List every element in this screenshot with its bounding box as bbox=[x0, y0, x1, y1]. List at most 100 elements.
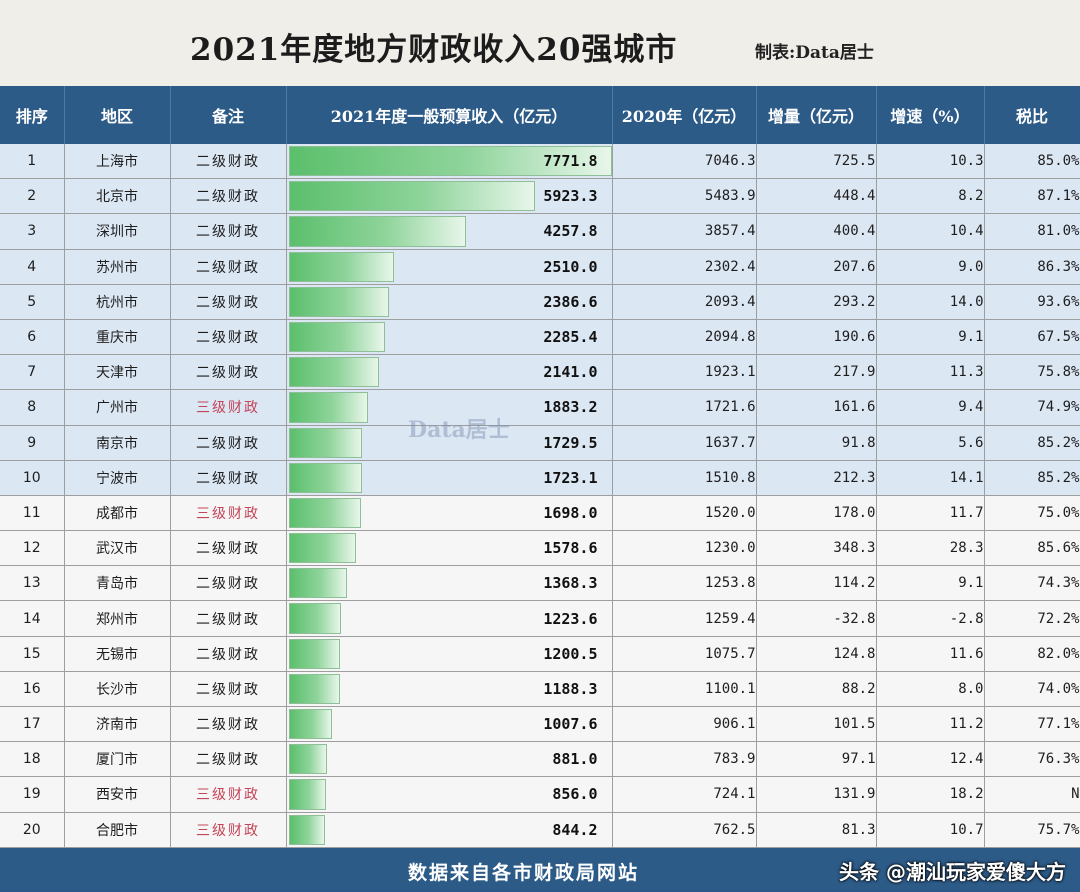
note-cell: 二级财政 bbox=[170, 706, 287, 743]
region-cell: 广州市 bbox=[64, 389, 171, 426]
revenue-2021-cell: 1368.3 bbox=[286, 565, 613, 602]
tax-ratio-cell: 93.6% bbox=[984, 284, 1080, 320]
tax-ratio-cell: 85.2% bbox=[984, 460, 1080, 496]
increase-cell: 400.4 bbox=[756, 213, 877, 250]
table-row: 15 无锡市 二级财政 1200.5 1075.7 124.8 11.6 82.0% bbox=[0, 636, 1080, 672]
tax-ratio-cell: 86.3% bbox=[984, 249, 1080, 285]
increase-cell: 293.2 bbox=[756, 284, 877, 320]
revenue-2020-cell: 1100.1 bbox=[612, 671, 757, 708]
growth-rate-cell: 10.3 bbox=[876, 144, 985, 180]
growth-rate-cell: 8.2 bbox=[876, 178, 985, 215]
growth-rate-cell: 8.0 bbox=[876, 671, 985, 708]
tax-ratio-cell: 74.9% bbox=[984, 389, 1080, 426]
revenue-2021-cell: 1200.5 bbox=[286, 636, 613, 672]
rank-cell: 20 bbox=[0, 812, 65, 848]
growth-rate-cell: 5.6 bbox=[876, 425, 985, 461]
growth-rate-cell: 9.0 bbox=[876, 249, 985, 285]
table-row: 18 厦门市 二级财政 881.0 783.9 97.1 12.4 76.3% bbox=[0, 741, 1080, 778]
header-increase: 增量（亿元） bbox=[756, 86, 877, 144]
note-cell: 二级财政 bbox=[170, 460, 287, 496]
revenue-bar bbox=[288, 181, 536, 212]
region-cell: 宁波市 bbox=[64, 460, 171, 496]
region-cell: 无锡市 bbox=[64, 636, 171, 672]
region-cell: 合肥市 bbox=[64, 812, 171, 848]
revenue-2021-value: 1223.6 bbox=[543, 609, 598, 628]
growth-rate-cell: 11.6 bbox=[876, 636, 985, 672]
tax-ratio-cell: 85.2% bbox=[984, 425, 1080, 461]
revenue-2021-cell: 881.0 bbox=[286, 741, 613, 778]
region-cell: 南京市 bbox=[64, 425, 171, 461]
rank-cell: 5 bbox=[0, 284, 65, 320]
note-cell: 二级财政 bbox=[170, 319, 287, 356]
revenue-2020-cell: 1510.8 bbox=[612, 460, 757, 496]
growth-rate-cell: 11.3 bbox=[876, 354, 985, 391]
region-cell: 武汉市 bbox=[64, 530, 171, 567]
revenue-2021-value: 1723.1 bbox=[543, 468, 598, 487]
tax-ratio-cell: 85.6% bbox=[984, 530, 1080, 567]
credit-label: 制表:Data居士 bbox=[755, 43, 874, 63]
revenue-2021-value: 881.0 bbox=[552, 750, 598, 769]
revenue-2021-cell: 1223.6 bbox=[286, 600, 613, 637]
revenue-2021-value: 1729.5 bbox=[543, 433, 598, 452]
increase-cell: 88.2 bbox=[756, 671, 877, 708]
rank-cell: 4 bbox=[0, 249, 65, 285]
note-cell: 三级财政 bbox=[170, 776, 287, 813]
increase-cell: 212.3 bbox=[756, 460, 877, 496]
region-cell: 上海市 bbox=[64, 144, 171, 180]
tax-ratio-cell: 75.8% bbox=[984, 354, 1080, 391]
revenue-2021-cell: 844.2 bbox=[286, 812, 613, 848]
revenue-bar bbox=[288, 814, 326, 845]
tax-ratio-cell: 76.3% bbox=[984, 741, 1080, 778]
revenue-2021-cell: 1729.5 bbox=[286, 425, 613, 461]
table-row: 17 济南市 二级财政 1007.6 906.1 101.5 11.2 77.1% bbox=[0, 706, 1080, 743]
rank-cell: 11 bbox=[0, 495, 65, 532]
rank-cell: 12 bbox=[0, 530, 65, 567]
increase-cell: 114.2 bbox=[756, 565, 877, 602]
header-tax-ratio: 税比 bbox=[984, 86, 1080, 144]
note-cell: 二级财政 bbox=[170, 249, 287, 285]
revenue-2021-value: 2141.0 bbox=[543, 363, 598, 382]
revenue-2021-value: 2285.4 bbox=[543, 328, 598, 347]
revenue-2021-cell: 1007.6 bbox=[286, 706, 613, 743]
revenue-2021-value: 2510.0 bbox=[543, 257, 598, 276]
table-row: 13 青岛市 二级财政 1368.3 1253.8 114.2 9.1 74.3% bbox=[0, 565, 1080, 602]
growth-rate-cell: 10.7 bbox=[876, 812, 985, 848]
increase-cell: 348.3 bbox=[756, 530, 877, 567]
growth-rate-cell: 12.4 bbox=[876, 741, 985, 778]
table-row: 16 长沙市 二级财政 1188.3 1100.1 88.2 8.0 74.0% bbox=[0, 671, 1080, 708]
increase-cell: -32.8 bbox=[756, 600, 877, 637]
table-row: 2 北京市 二级财政 5923.3 5483.9 448.4 8.2 87.1% bbox=[0, 178, 1080, 215]
table-row: 8 广州市 三级财政 1883.2 1721.6 161.6 9.4 74.9% bbox=[0, 389, 1080, 426]
note-cell: 二级财政 bbox=[170, 565, 287, 602]
rank-cell: 8 bbox=[0, 389, 65, 426]
table-row: 4 苏州市 二级财政 2510.0 2302.4 207.6 9.0 86.3% bbox=[0, 249, 1080, 285]
increase-cell: 101.5 bbox=[756, 706, 877, 743]
growth-rate-cell: 9.4 bbox=[876, 389, 985, 426]
table-row: 11 成都市 三级财政 1698.0 1520.0 178.0 11.7 75.0% bbox=[0, 495, 1080, 532]
region-cell: 西安市 bbox=[64, 776, 171, 813]
note-cell: 二级财政 bbox=[170, 178, 287, 215]
rank-cell: 3 bbox=[0, 213, 65, 250]
revenue-2020-cell: 1253.8 bbox=[612, 565, 757, 602]
rank-cell: 6 bbox=[0, 319, 65, 356]
increase-cell: 97.1 bbox=[756, 741, 877, 778]
revenue-2021-cell: 856.0 bbox=[286, 776, 613, 813]
revenue-2021-cell: 2285.4 bbox=[286, 319, 613, 356]
revenue-2021-cell: 1723.1 bbox=[286, 460, 613, 496]
rank-cell: 19 bbox=[0, 776, 65, 813]
revenue-bar bbox=[288, 744, 327, 775]
region-cell: 成都市 bbox=[64, 495, 171, 532]
table-row: 14 郑州市 二级财政 1223.6 1259.4 -32.8 -2.8 72.2% bbox=[0, 600, 1080, 637]
revenue-2021-cell: 2510.0 bbox=[286, 249, 613, 285]
increase-cell: 190.6 bbox=[756, 319, 877, 356]
growth-rate-cell: -2.8 bbox=[876, 600, 985, 637]
revenue-bar bbox=[288, 251, 395, 282]
revenue-2021-value: 1200.5 bbox=[543, 644, 598, 663]
revenue-2020-cell: 724.1 bbox=[612, 776, 757, 813]
revenue-2020-cell: 5483.9 bbox=[612, 178, 757, 215]
header-growth-rate: 增速（%） bbox=[876, 86, 985, 144]
growth-rate-cell: 11.2 bbox=[876, 706, 985, 743]
revenue-2021-value: 5923.3 bbox=[543, 187, 598, 206]
tax-ratio-cell: 74.3% bbox=[984, 565, 1080, 602]
revenue-bar bbox=[288, 427, 362, 458]
